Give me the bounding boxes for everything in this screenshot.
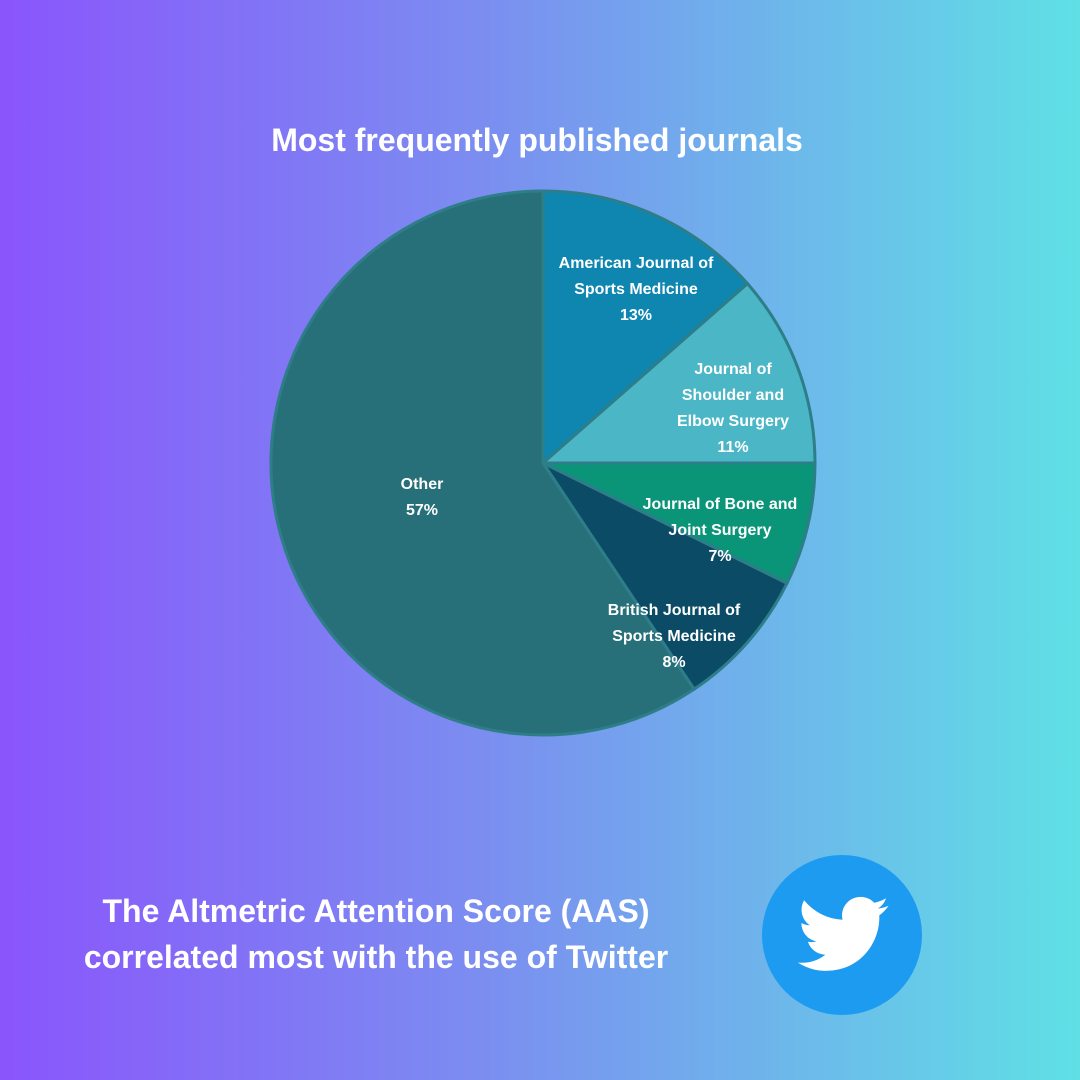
pie-slice bbox=[539, 281, 817, 465]
slice-label: British Journal of Sports Medicine 8% bbox=[594, 598, 754, 676]
value-label: 57% bbox=[405, 502, 439, 519]
chart-title: Most frequently published journals bbox=[271, 122, 803, 158]
pie-slice bbox=[542, 461, 817, 586]
value-label: 11% bbox=[717, 439, 749, 456]
category-label: Other bbox=[400, 476, 444, 493]
footer-line: The Altmetric Attention Score (AAS) bbox=[102, 893, 650, 929]
value-label: 7% bbox=[708, 548, 732, 565]
category-label: British Journal of Sports Medicine bbox=[607, 602, 741, 645]
category-label: American Journal of Sports Medicine bbox=[558, 255, 714, 298]
value-label: 13% bbox=[619, 307, 653, 324]
footer-line: correlated most with the use of Twitter bbox=[83, 939, 669, 975]
pie-slice bbox=[269, 189, 697, 737]
pie-slice bbox=[538, 459, 789, 692]
category-label: Journal of Shoulder and Elbow Surgery bbox=[676, 361, 790, 430]
slice-label: Other 57% bbox=[382, 472, 462, 524]
category-label: Journal of Bone and Joint Surgery bbox=[642, 496, 798, 539]
value-label: 8% bbox=[662, 654, 686, 671]
slice-label: Journal of Shoulder and Elbow Surgery 11% bbox=[666, 357, 801, 461]
twitter-bird bbox=[797, 896, 889, 971]
slice-label: American Journal of Sports Medicine 13% bbox=[551, 251, 721, 329]
slice-label: Journal of Bone and Joint Surgery 7% bbox=[640, 492, 800, 570]
pie-slice bbox=[541, 189, 750, 467]
